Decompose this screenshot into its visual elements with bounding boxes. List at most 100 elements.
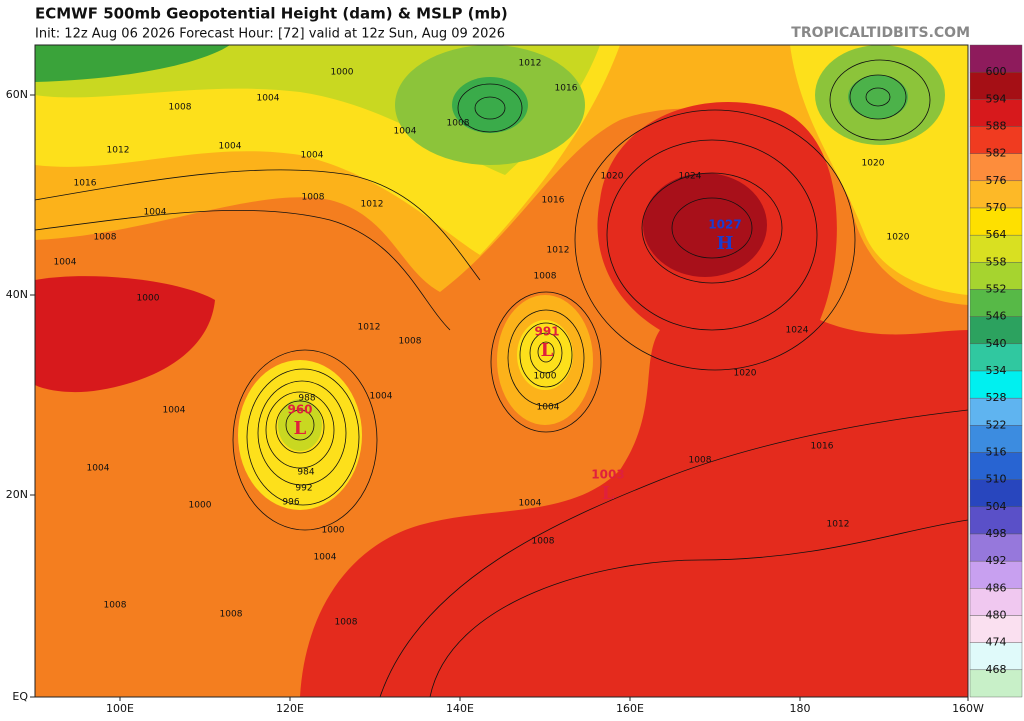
colorbar-label: 468: [986, 663, 1007, 676]
isobar-label: 1012: [519, 59, 542, 69]
isobar-label: 1004: [54, 258, 77, 268]
pressure-center-symbol: H: [716, 233, 733, 254]
height-field: [848, 75, 908, 119]
lon-label: 120E: [276, 702, 304, 715]
isobar-label: 988: [298, 394, 315, 404]
colorbar-segment: [969, 234, 1023, 263]
isobar-label: 1008: [169, 103, 192, 113]
height-field: [643, 173, 767, 277]
isobar-label: 1000: [331, 68, 354, 78]
colorbar-segment: [969, 669, 1023, 698]
colorbar-label: 504: [986, 500, 1007, 513]
colorbar-segment: [969, 343, 1023, 372]
colorbar-label: 588: [986, 120, 1007, 133]
colorbar-label: 582: [986, 147, 1007, 160]
lat-label: EQ: [12, 690, 28, 703]
isobar-label: 1020: [862, 159, 885, 169]
map-frame: [34, 44, 969, 698]
isobar-label: 1004: [87, 464, 110, 474]
colorbar-label: 564: [986, 228, 1007, 241]
colorbar-segment: [969, 397, 1023, 426]
isobar-label: 1004: [314, 553, 337, 563]
isobar-label: 1024: [679, 172, 702, 182]
isobar-label: 1004: [144, 208, 167, 218]
lat-label: 20N: [6, 488, 28, 501]
isobar-label: 1000: [534, 372, 557, 382]
lon-label: 140E: [446, 702, 474, 715]
isobar-label: 1012: [107, 146, 130, 156]
colorbar-label: 546: [986, 310, 1007, 323]
isobar-label: 1012: [827, 520, 850, 530]
colorbar-segment: [969, 533, 1023, 562]
colorbar-label: 480: [986, 609, 1007, 622]
colorbar-segment: [969, 153, 1023, 182]
colorbar-segment: [969, 425, 1023, 453]
isobar-label: 1000: [137, 294, 160, 304]
isobar-label: 1008: [104, 601, 127, 611]
pressure-center-value: 1003: [591, 468, 624, 482]
lon-label: 180: [790, 702, 811, 715]
isobar-label: 1004: [537, 403, 560, 413]
colorbar-label: 528: [986, 391, 1007, 404]
lat-label: 40N: [6, 288, 28, 301]
colorbar-label: 486: [986, 581, 1007, 594]
isobar-label: 984: [297, 468, 314, 478]
isobar-label: 1000: [322, 526, 345, 536]
colorbar-label: 534: [986, 364, 1007, 377]
isobar-label: 1016: [542, 196, 565, 206]
isobar-label: 1008: [532, 537, 555, 547]
colorbar-label: 522: [986, 418, 1007, 431]
pressure-center-symbol: L: [541, 340, 554, 361]
isobar-label: 1004: [257, 94, 280, 104]
isobar-label: 1008: [220, 610, 243, 620]
lon-label: 160W: [952, 702, 984, 715]
isobars: [35, 59, 968, 697]
site-name: TROPICALTIDBITS.COM: [791, 25, 970, 41]
lon-label: 100E: [106, 702, 134, 715]
isobar-label: 1012: [358, 323, 381, 333]
colorbar-label: 600: [986, 65, 1007, 78]
isobar-label: 1020: [887, 233, 910, 243]
isobar-label: 1004: [301, 151, 324, 161]
isobar-label: 1020: [734, 369, 757, 379]
colorbar-segment: [969, 560, 1023, 589]
colorbar-label: 594: [986, 92, 1007, 105]
isobar-label: 1004: [219, 142, 242, 152]
colorbar-label: 492: [986, 554, 1007, 567]
pressure-center-symbol: L: [602, 483, 615, 504]
isobar-label: 1008: [94, 233, 117, 243]
colorbar-segment: [969, 262, 1023, 290]
height-field: [35, 45, 230, 82]
height-field: [300, 102, 968, 697]
colorbar-label: 558: [986, 255, 1007, 268]
isobar-label: 1024: [786, 326, 809, 336]
isobar-label: 1016: [811, 442, 834, 452]
isobar-label: 1008: [534, 272, 557, 282]
colorbar-segment: [969, 316, 1023, 345]
colorbar-label: 498: [986, 527, 1007, 540]
colorbar-segment: [969, 615, 1023, 643]
colorbar-segment: [969, 370, 1023, 399]
isobar-label: 1000: [189, 501, 212, 511]
isobar-label: 1008: [302, 193, 325, 203]
isobar-label: 1016: [74, 179, 97, 189]
colorbar-segment: [969, 452, 1023, 480]
isobar-label: 1004: [394, 127, 417, 137]
colorbar-label: 516: [986, 446, 1007, 459]
colorbar-segment: [969, 99, 1023, 127]
isobar-label: 1004: [163, 406, 186, 416]
pressure-center-value: 1027: [708, 218, 741, 232]
colorbar-label: 552: [986, 283, 1007, 296]
pressure-center-value: 960: [287, 403, 312, 417]
colorbar-segment: [969, 180, 1023, 209]
colorbar-label: 510: [986, 473, 1007, 486]
isobar-label: 1008: [447, 119, 470, 129]
colorbar-label: 540: [986, 337, 1007, 350]
isobar-label: 1004: [370, 392, 393, 402]
colorbar-label: 474: [986, 636, 1007, 649]
pressure-center-symbol: L: [294, 418, 307, 439]
map-area: [34, 44, 969, 698]
title: ECMWF 500mb Geopotential Height (dam) & …: [35, 5, 508, 23]
isobar-label: 1008: [399, 337, 422, 347]
